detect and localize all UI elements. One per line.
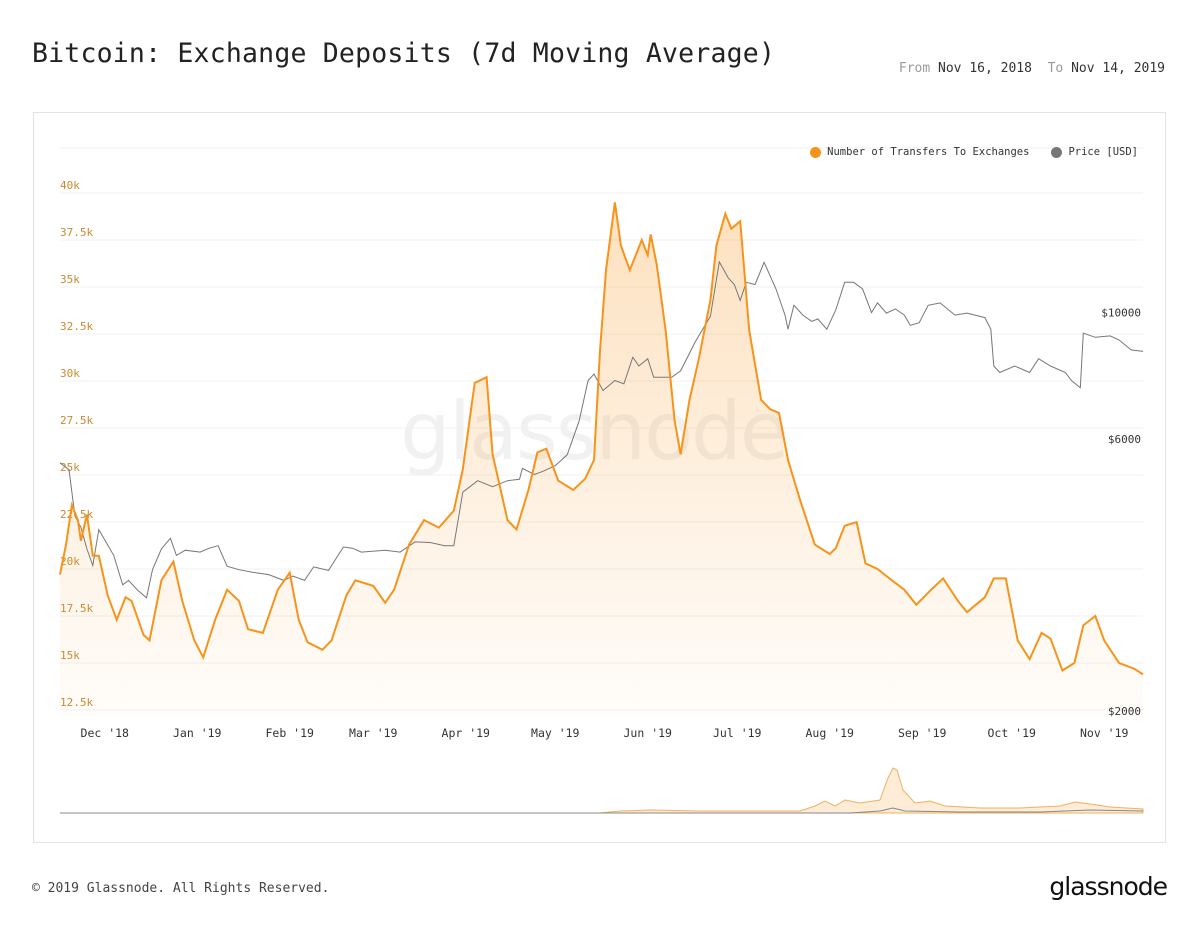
x-tick-label: Jan '19 xyxy=(173,726,222,740)
to-date[interactable]: Nov 14, 2019 xyxy=(1071,61,1165,76)
y-tick-label: 32.5k xyxy=(60,320,93,333)
y-right-tick-label: $10000 xyxy=(1101,307,1141,320)
y-right-tick-label: $6000 xyxy=(1108,433,1141,446)
to-label: To xyxy=(1047,61,1064,76)
x-tick-label: Dec '18 xyxy=(81,726,130,740)
legend-label: Price [USD] xyxy=(1068,146,1138,158)
copyright: © 2019 Glassnode. All Rights Reserved. xyxy=(32,881,330,896)
navigator-transfers xyxy=(60,767,1144,814)
y-tick-label: 22.5k xyxy=(60,508,93,521)
x-tick-label: Aug '19 xyxy=(806,726,855,740)
legend-label: Number of Transfers To Exchanges xyxy=(827,146,1030,158)
transfers-area xyxy=(60,202,1143,717)
x-tick-label: Mar '19 xyxy=(349,726,398,740)
y-tick-label: 27.5k xyxy=(60,414,93,427)
y-tick-label: 35k xyxy=(60,273,80,286)
y-tick-label: 37.5k xyxy=(60,226,93,239)
price-line xyxy=(59,260,1144,599)
x-tick-label: Feb '19 xyxy=(265,726,314,740)
legend-item-transfers[interactable]: Number of Transfers To Exchanges xyxy=(810,146,1029,158)
gray-dot-icon xyxy=(1051,146,1063,158)
x-tick-label: Apr '19 xyxy=(442,726,491,740)
navigator-price xyxy=(60,807,1144,814)
orange-dot-icon xyxy=(810,146,822,158)
x-tick-label: Jul '19 xyxy=(713,726,762,740)
from-label: From xyxy=(898,61,931,76)
from-date[interactable]: Nov 16, 2018 xyxy=(938,61,1032,76)
date-range: From Nov 16, 2018 To Nov 14, 2019 xyxy=(899,61,1165,76)
y-tick-label: 30k xyxy=(60,367,80,380)
legend-item-price[interactable]: Price [USD] xyxy=(1051,146,1138,158)
transfers-line xyxy=(59,202,1144,676)
x-tick-label: Nov '19 xyxy=(1080,726,1129,740)
x-tick-label: Jun '19 xyxy=(624,726,673,740)
page-title: Bitcoin: Exchange Deposits (7d Moving Av… xyxy=(32,38,776,69)
x-tick-label: Oct '19 xyxy=(987,726,1036,740)
x-tick-label: May '19 xyxy=(531,726,580,740)
x-tick-label: Sep '19 xyxy=(898,726,947,740)
glassnode-logo: glassnode xyxy=(1049,872,1168,901)
y-tick-label: 40k xyxy=(60,179,80,192)
navigator[interactable] xyxy=(60,767,1144,814)
y-tick-label: 25k xyxy=(60,461,80,474)
legend: Number of Transfers To Exchanges Price [… xyxy=(810,146,1138,158)
chart-panel xyxy=(33,112,1166,843)
